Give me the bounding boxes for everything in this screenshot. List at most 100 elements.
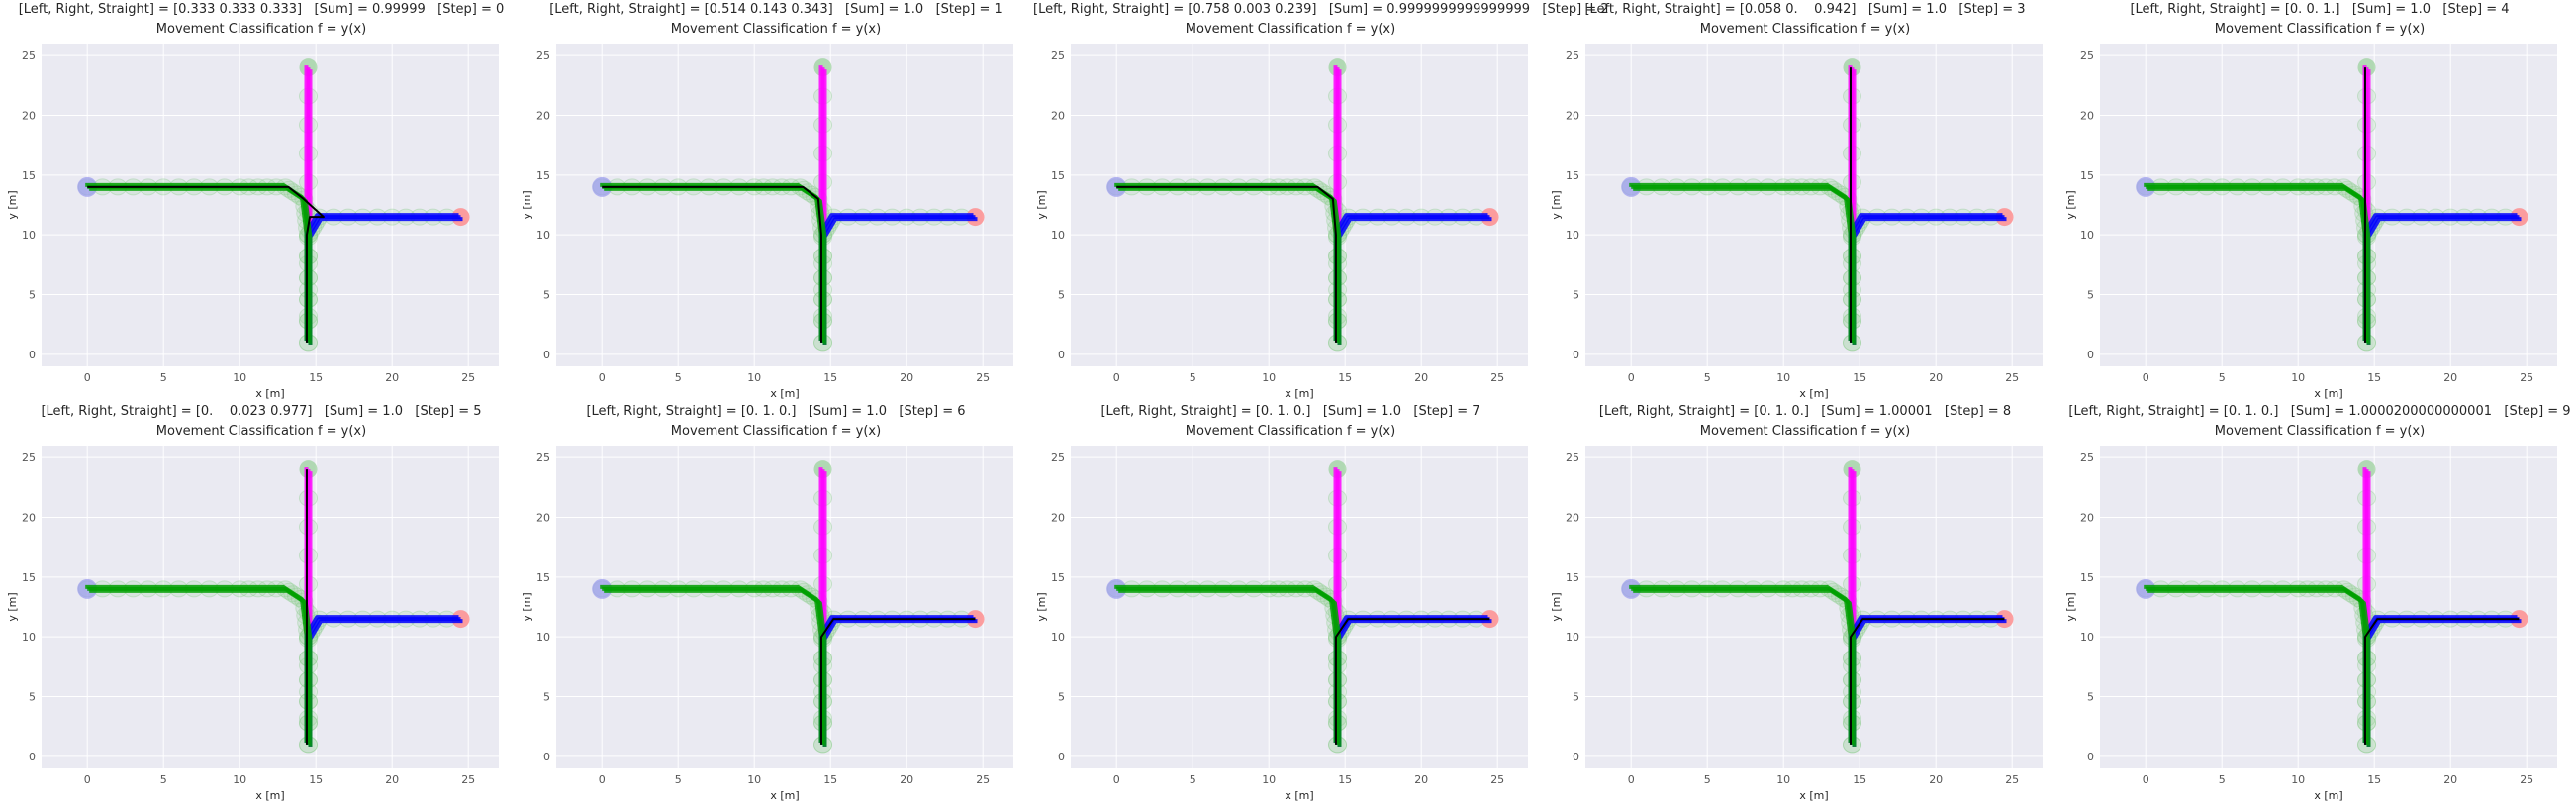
x-tick-label: 10 — [747, 773, 761, 786]
chart-panel: [Left, Right, Straight] = [0. 1. 0.] [Su… — [1548, 402, 2062, 804]
ego-trajectory — [87, 185, 325, 343]
y-tick-label: 15 — [22, 571, 36, 584]
x-tick-label: 25 — [2005, 773, 2019, 786]
x-tick-label: 20 — [2443, 371, 2457, 384]
series-line-left — [1633, 186, 1857, 345]
x-tick-label: 0 — [84, 371, 91, 384]
chart-svg: 0 5 10 15 20 25 0 5 10 15 20 25 x [m] y [m] — [2064, 44, 2557, 400]
y-tick-label: 0 — [1058, 751, 1065, 763]
x-tick-label: 20 — [900, 773, 913, 786]
x-tick-label: 25 — [2520, 773, 2533, 786]
x-tick-label: 25 — [976, 773, 990, 786]
y-axis-label: y [m] — [1550, 592, 1563, 621]
x-tick-label: 25 — [1490, 773, 1504, 786]
x-tick-label: 10 — [1262, 773, 1276, 786]
x-tick-label: 25 — [461, 371, 475, 384]
y-tick-label: 15 — [1566, 169, 1579, 182]
y-tick-label: 20 — [536, 109, 550, 122]
x-axis-label: x [m] — [770, 387, 799, 400]
y-tick-label: 5 — [29, 691, 36, 704]
chart-svg: 0 5 10 15 20 25 0 5 10 15 20 25 x [m] y [m] — [1035, 44, 1528, 400]
chart-title: [Left, Right, Straight] = [0. 1. 0.] [Su… — [2068, 404, 2571, 419]
x-tick-label: 5 — [2219, 773, 2226, 786]
x-tick-label: 0 — [1628, 773, 1635, 786]
x-tick-label: 10 — [747, 371, 761, 384]
chart-svg: 0 5 10 15 20 25 0 5 10 15 20 25 x [m] y [m] — [1550, 44, 2043, 400]
x-tick-label: 10 — [2291, 773, 2305, 786]
x-axis-label: x [m] — [2314, 789, 2342, 802]
chart-panel: [Left, Right, Straight] = [0.333 0.333 0… — [4, 0, 519, 402]
ego-trajectory — [819, 618, 976, 745]
start-circle — [2136, 578, 2156, 599]
y-tick-label: 10 — [22, 229, 36, 242]
y-tick-label: 0 — [543, 751, 550, 763]
x-tick-label: 0 — [84, 773, 91, 786]
chart-title: [Left, Right, Straight] = [0. 1. 0.] [Su… — [586, 404, 966, 419]
y-tick-label: 10 — [1566, 631, 1579, 644]
x-tick-label: 15 — [2367, 773, 2381, 786]
x-axis-label: x [m] — [2314, 387, 2342, 400]
x-tick-label: 15 — [823, 371, 837, 384]
y-tick-label: 10 — [1051, 631, 1065, 644]
y-tick-label: 5 — [543, 691, 550, 704]
plot-background — [2100, 446, 2557, 768]
y-tick-label: 10 — [1051, 229, 1065, 242]
x-tick-label: 15 — [1853, 371, 1866, 384]
chart-panel: [Left, Right, Straight] = [0.514 0.143 0… — [519, 0, 1033, 402]
y-tick-label: 20 — [2080, 109, 2094, 122]
y-tick-label: 15 — [536, 571, 550, 584]
x-tick-label: 5 — [1190, 773, 1196, 786]
x-tick-label: 0 — [599, 773, 606, 786]
y-tick-label: 0 — [29, 349, 36, 361]
x-tick-label: 0 — [599, 371, 606, 384]
ego-trajectory — [1849, 618, 2005, 745]
y-tick-label: 20 — [22, 109, 36, 122]
chart-svg: 0 5 10 15 20 25 0 5 10 15 20 25 x [m] y [m] — [521, 44, 1013, 400]
y-tick-label: 15 — [2080, 571, 2094, 584]
x-tick-label: 10 — [1262, 371, 1276, 384]
y-axis-label: y [m] — [521, 190, 533, 219]
x-tick-label: 20 — [900, 371, 913, 384]
y-tick-label: 25 — [1566, 452, 1579, 464]
x-axis-label: x [m] — [1799, 387, 1828, 400]
series-line-left — [1118, 186, 1342, 345]
x-tick-label: 10 — [2291, 371, 2305, 384]
x-axis-label: x [m] — [255, 387, 284, 400]
y-tick-label: 20 — [1566, 511, 1579, 524]
x-tick-label: 5 — [1190, 371, 1196, 384]
x-tick-label: 10 — [233, 371, 246, 384]
y-tick-label: 5 — [2087, 289, 2094, 302]
x-tick-label: 20 — [385, 773, 399, 786]
x-tick-label: 15 — [1338, 773, 1352, 786]
chart-panel: [Left, Right, Straight] = [0. 0. 1.] [Su… — [2062, 0, 2576, 402]
chart-title: [Left, Right, Straight] = [0.514 0.143 0… — [549, 2, 1002, 17]
y-tick-label: 0 — [543, 349, 550, 361]
y-tick-label: 0 — [29, 751, 36, 763]
x-tick-label: 10 — [1776, 773, 1790, 786]
y-axis-label: y [m] — [1035, 190, 1048, 219]
x-axis-label: x [m] — [770, 789, 799, 802]
y-tick-label: 15 — [1051, 169, 1065, 182]
x-tick-label: 15 — [1338, 371, 1352, 384]
y-tick-label: 0 — [1573, 349, 1579, 361]
y-tick-label: 10 — [536, 229, 550, 242]
x-tick-label: 0 — [2143, 773, 2149, 786]
chart-panel: [Left, Right, Straight] = [0.058 0. 0.94… — [1548, 0, 2062, 402]
ego-trajectory — [1334, 618, 1490, 745]
y-tick-label: 5 — [543, 289, 550, 302]
x-tick-label: 5 — [1704, 371, 1711, 384]
y-tick-label: 0 — [1058, 349, 1065, 361]
chart-subtitle: Movement Classification f = y(x) — [155, 22, 367, 37]
chart-panel: [Left, Right, Straight] = [0. 1. 0.] [Su… — [2062, 402, 2576, 804]
ego-trajectory — [1116, 185, 1337, 343]
x-tick-label: 5 — [675, 371, 682, 384]
x-tick-label: 15 — [823, 773, 837, 786]
x-axis-label: x [m] — [1799, 789, 1828, 802]
y-tick-label: 20 — [1051, 109, 1065, 122]
plot-background — [1585, 44, 2043, 366]
start-circle — [1621, 578, 1642, 599]
chart-svg: 0 5 10 15 20 25 0 5 10 15 20 25 x [m] y [m] — [521, 446, 1013, 802]
x-tick-label: 5 — [1704, 773, 1711, 786]
x-tick-label: 25 — [2005, 371, 2019, 384]
